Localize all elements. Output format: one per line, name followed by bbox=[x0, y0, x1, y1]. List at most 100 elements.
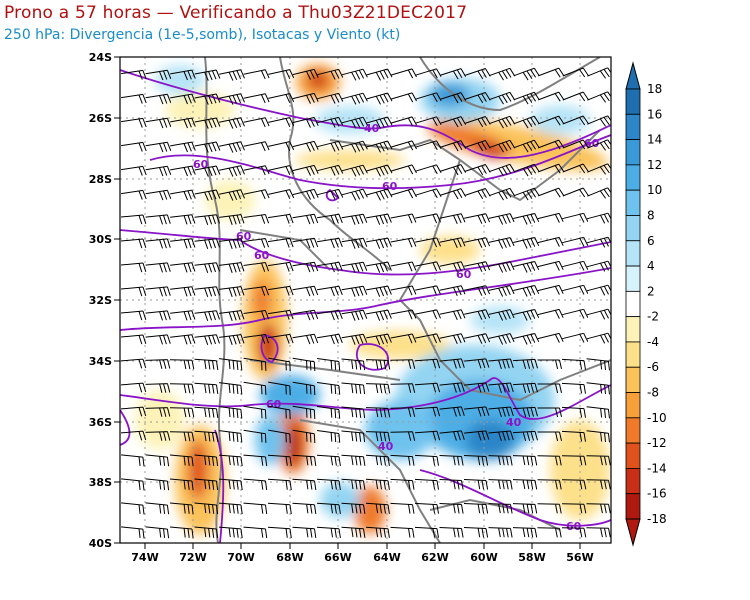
wind-barb bbox=[121, 189, 147, 200]
wind-barb bbox=[170, 262, 196, 273]
lon-label: 70W bbox=[227, 551, 254, 564]
colorbar-segment bbox=[625, 189, 641, 216]
latitude-labels: 24S 26S 28S 30S 32S 34S 36S 38S 40S bbox=[89, 51, 112, 550]
wind-barb bbox=[537, 455, 562, 466]
wind-barb bbox=[512, 527, 538, 538]
wind-barb bbox=[292, 333, 319, 345]
wind-barb bbox=[219, 189, 245, 201]
wind-barb bbox=[268, 117, 295, 128]
wind-barb bbox=[366, 285, 392, 297]
wind-barb bbox=[121, 117, 147, 128]
wind-barb bbox=[366, 237, 392, 249]
colorbar-segment bbox=[625, 493, 641, 520]
wind-barb bbox=[243, 502, 268, 515]
wind-barb bbox=[488, 503, 513, 514]
wind-barb bbox=[538, 67, 565, 78]
lat-label: 34S bbox=[89, 355, 112, 368]
wind-barb bbox=[365, 383, 391, 394]
isotach-label: 60 bbox=[254, 249, 270, 262]
wind-barb bbox=[170, 214, 196, 225]
wind-barb bbox=[390, 502, 415, 514]
wind-barb bbox=[366, 333, 392, 345]
wind-barb bbox=[267, 526, 292, 539]
wind-barb bbox=[292, 140, 319, 152]
wind-barb bbox=[219, 334, 245, 345]
wind-barb bbox=[219, 286, 245, 297]
isotach-labels: 40 60 60 60 60 60 60 40 60 40 60 bbox=[193, 122, 600, 533]
wind-barb bbox=[145, 407, 171, 417]
wind-barb bbox=[390, 237, 417, 248]
wind-barb bbox=[561, 455, 587, 466]
wind-barb bbox=[120, 238, 147, 249]
colorbar-label: -12 bbox=[647, 436, 667, 450]
wind-barb bbox=[292, 261, 319, 273]
wind-barb bbox=[218, 502, 243, 515]
wind-barb bbox=[194, 262, 220, 273]
colorbar-segment bbox=[625, 290, 641, 318]
colorbar-min-arrow bbox=[625, 518, 641, 547]
wind-barb bbox=[169, 407, 195, 418]
wind-barb bbox=[390, 431, 416, 441]
wind-barb bbox=[145, 262, 171, 273]
lon-label: 72W bbox=[179, 551, 206, 564]
wind-barb bbox=[120, 382, 147, 393]
colorbar-label: 4 bbox=[647, 259, 655, 273]
wind-barb bbox=[464, 140, 491, 152]
lon-label: 56W bbox=[566, 551, 593, 564]
wind-barb bbox=[587, 115, 611, 127]
wind-barb bbox=[341, 406, 366, 419]
wind-barb bbox=[390, 478, 415, 490]
map-title: Prono a 57 horas — Verificando a Thu03Z2… bbox=[4, 3, 468, 23]
wind-barb bbox=[170, 69, 196, 81]
wind-barb bbox=[243, 141, 270, 152]
wind-barb bbox=[439, 92, 467, 104]
wind-barb bbox=[120, 358, 147, 369]
wind-barb bbox=[586, 260, 611, 272]
wind-barb bbox=[194, 141, 221, 153]
wind-barb bbox=[488, 139, 516, 153]
wind-barb bbox=[268, 429, 291, 444]
wind-barb bbox=[292, 454, 317, 466]
wind-barb bbox=[268, 141, 295, 152]
wind-barb bbox=[390, 213, 417, 224]
wind-barb bbox=[415, 213, 441, 224]
colorbar-segment bbox=[625, 366, 641, 393]
wind-barb bbox=[513, 309, 540, 321]
wind-barb bbox=[194, 93, 221, 105]
wind-barb bbox=[120, 262, 147, 273]
wind-barb bbox=[292, 116, 319, 128]
wind-barb bbox=[537, 503, 562, 514]
axis-ticks bbox=[114, 56, 581, 549]
wind-barb bbox=[145, 310, 171, 321]
wind-barb bbox=[586, 455, 611, 466]
wind-barb bbox=[292, 213, 319, 225]
wind-barb bbox=[169, 454, 194, 467]
wind-barb bbox=[513, 163, 540, 177]
wind-barb bbox=[120, 406, 147, 417]
wind-barb bbox=[268, 189, 295, 200]
wind-barb bbox=[538, 91, 565, 102]
wind-barb bbox=[439, 309, 466, 321]
wind-barb bbox=[587, 139, 611, 151]
wind-barb bbox=[145, 141, 172, 153]
wind-barb bbox=[243, 357, 267, 371]
lon-label: 64W bbox=[373, 551, 400, 564]
wind-barb bbox=[268, 93, 295, 104]
wind-barb bbox=[219, 382, 243, 395]
wind-barb bbox=[194, 69, 221, 81]
wind-barb bbox=[341, 213, 368, 225]
wind-barb bbox=[145, 117, 172, 129]
wind-barb bbox=[365, 431, 391, 442]
wind-barb bbox=[120, 214, 147, 225]
wind-barb bbox=[219, 117, 245, 129]
wind-barb bbox=[488, 213, 515, 225]
wind-barb bbox=[537, 308, 564, 319]
lon-label: 68W bbox=[276, 551, 303, 564]
wind-barb bbox=[586, 308, 611, 320]
wind-barb bbox=[268, 213, 294, 224]
wind-barb bbox=[562, 308, 589, 319]
wind-barb bbox=[219, 262, 245, 273]
wind-barb bbox=[194, 406, 219, 418]
wind-barb bbox=[292, 526, 317, 538]
wind-barb bbox=[513, 187, 540, 201]
